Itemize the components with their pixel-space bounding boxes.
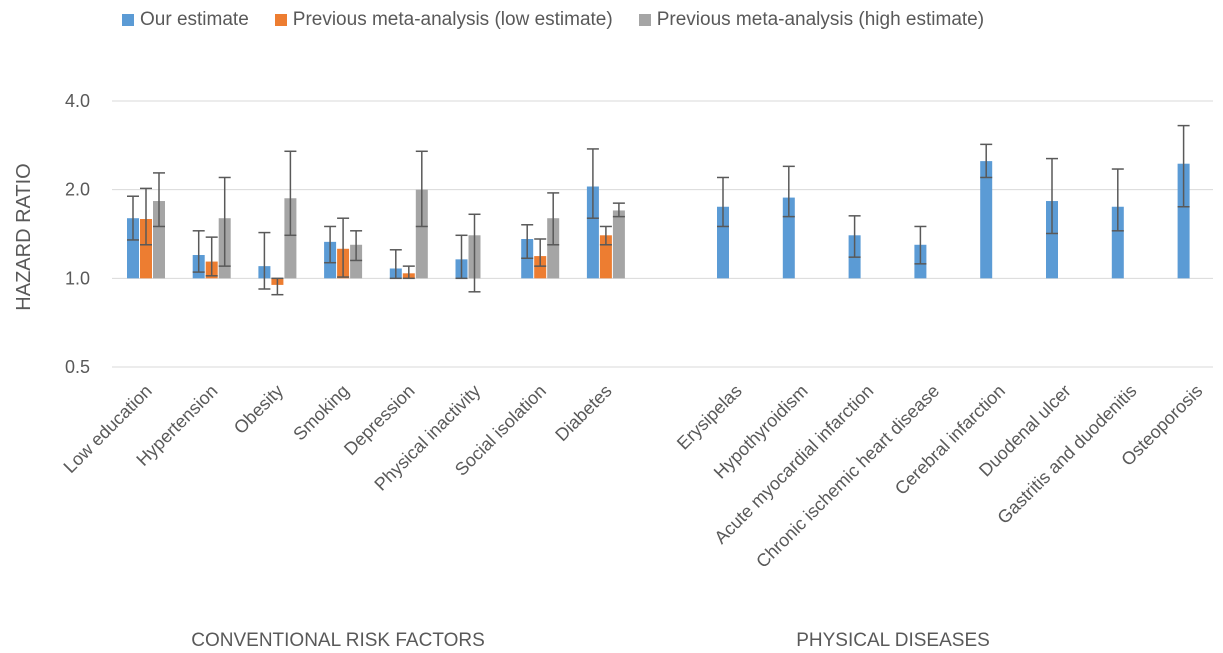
- bar: [547, 218, 560, 279]
- x-tick-label: Obesity: [230, 381, 287, 438]
- bar: [153, 201, 165, 279]
- bar: [284, 198, 297, 279]
- bar: [980, 161, 993, 279]
- bar: [140, 219, 152, 279]
- x-tick-label: Smoking: [289, 381, 353, 445]
- error-bars: [127, 124, 1190, 296]
- bar: [612, 210, 625, 279]
- y-tick-label: 4.0: [65, 91, 90, 111]
- legend-label-previous-high: Previous meta-analysis (high estimate): [656, 9, 985, 30]
- bar: [599, 235, 612, 279]
- bar: [415, 189, 428, 279]
- x-tick-label: Diabetes: [551, 381, 615, 445]
- group-label-physical: PHYSICAL DISEASES: [796, 630, 990, 651]
- chart-legend: Our estimate Previous meta-analysis (low…: [122, 8, 1010, 32]
- x-tick-label: Cerebral infarction: [891, 381, 1009, 499]
- bar: [717, 206, 729, 279]
- legend-swatch-previous-high: [638, 14, 651, 26]
- group-label-conventional: CONVENTIONAL RISK FACTORS: [191, 630, 485, 651]
- bar: [586, 186, 599, 279]
- legend-item-previous-high: Previous meta-analysis (high estimate): [638, 9, 985, 31]
- bars: [127, 161, 1190, 285]
- legend-item-previous-low: Previous meta-analysis (low estimate): [274, 9, 613, 31]
- legend-swatch-previous-low: [274, 14, 287, 26]
- legend-label-previous-low: Previous meta-analysis (low estimate): [292, 9, 613, 30]
- bar: [1177, 163, 1190, 279]
- bar: [350, 244, 363, 279]
- legend-swatch-our-estimate: [122, 14, 134, 26]
- y-tick-label: 1.0: [65, 268, 90, 288]
- bar: [127, 218, 139, 279]
- y-tick-label: 0.5: [65, 357, 90, 377]
- bar: [782, 197, 795, 279]
- bar: [1046, 201, 1058, 279]
- y-tick-label: 2.0: [65, 180, 90, 200]
- legend-label-our-estimate: Our estimate: [140, 9, 249, 30]
- y-axis-label: HAZARD RATIO: [13, 163, 35, 310]
- legend-item-our-estimate: Our estimate: [122, 9, 249, 31]
- bar: [1111, 206, 1124, 279]
- bar: [534, 256, 547, 279]
- y-tick-labels: 0.5 1.0 2.0 4.0: [65, 91, 90, 377]
